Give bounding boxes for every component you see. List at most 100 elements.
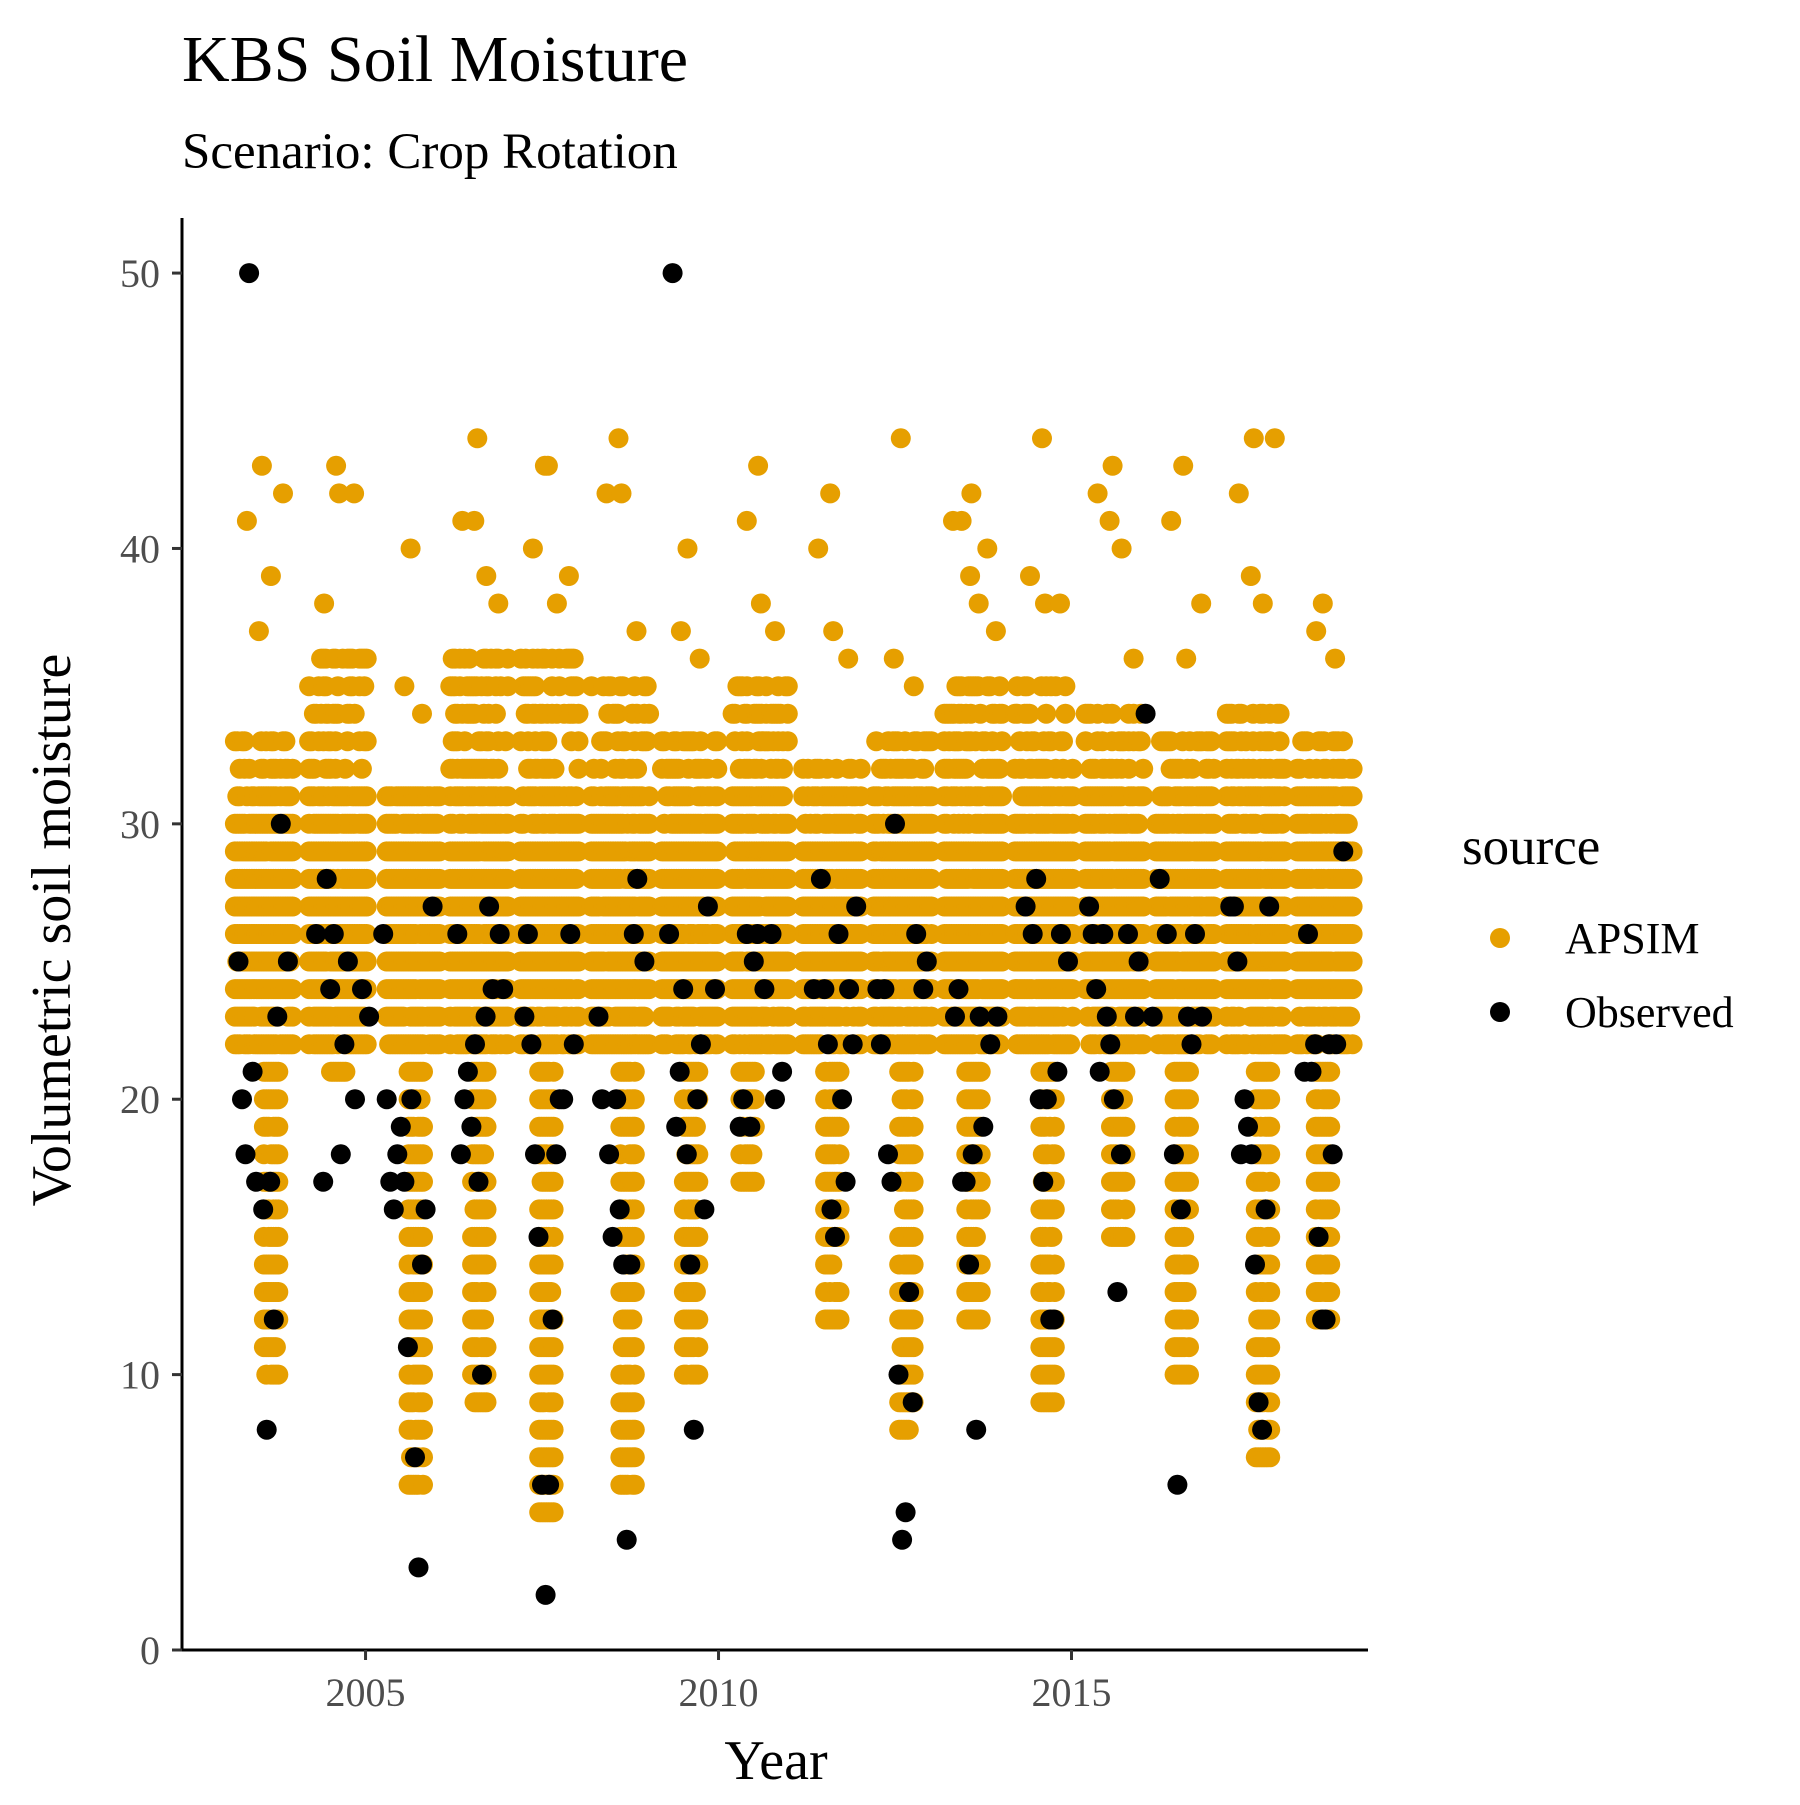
- apsim-point: [568, 703, 589, 724]
- apsim-point: [265, 1337, 286, 1358]
- apsim-point: [413, 1116, 433, 1137]
- apsim-point: [497, 676, 518, 697]
- apsim-point: [1161, 510, 1182, 531]
- apsim-point: [413, 1419, 433, 1440]
- apsim-point: [413, 1061, 433, 1082]
- apsim-point: [903, 1171, 924, 1192]
- apsim-point: [394, 676, 415, 697]
- apsim-point: [282, 868, 303, 889]
- apsim-point: [688, 1309, 709, 1330]
- apsim-point: [537, 731, 558, 752]
- chart-title: KBS Soil Moisture: [182, 23, 688, 96]
- apsim-point: [707, 868, 728, 889]
- apsim-point: [544, 758, 565, 779]
- apsim-point: [485, 703, 506, 724]
- apsim-point: [750, 593, 771, 614]
- apsim-point: [898, 1419, 919, 1440]
- apsim-point: [968, 593, 989, 614]
- apsim-point: [777, 703, 798, 724]
- apsim-point: [903, 1226, 924, 1247]
- apsim-point: [335, 758, 356, 779]
- apsim-point: [624, 1116, 645, 1137]
- apsim-point: [903, 1254, 924, 1275]
- apsim-point: [1123, 648, 1144, 669]
- apsim-point: [1053, 731, 1073, 752]
- apsim-point: [413, 1226, 433, 1247]
- apsim-point: [459, 648, 480, 669]
- apsim-point: [543, 1199, 564, 1220]
- apsim-point: [268, 1061, 289, 1082]
- apsim-point: [412, 703, 432, 724]
- apsim-point: [543, 1061, 564, 1082]
- apsim-point: [1044, 1364, 1065, 1385]
- apsim-point: [960, 566, 981, 586]
- apsim-point: [689, 648, 710, 669]
- apsim-point: [1036, 703, 1057, 724]
- apsim-point: [626, 621, 647, 642]
- apsim-point: [690, 731, 711, 752]
- apsim-point: [838, 648, 859, 669]
- apsim-point: [1044, 1392, 1065, 1413]
- apsim-point: [356, 841, 377, 862]
- apsim-point: [543, 1254, 564, 1275]
- apsim-point: [1115, 1061, 1136, 1082]
- apsim-point: [707, 731, 728, 752]
- apsim-point: [777, 731, 798, 752]
- apsim-point: [627, 758, 648, 779]
- apsim-point: [742, 1144, 763, 1165]
- apsim-point: [688, 1061, 709, 1082]
- apsim-point: [607, 703, 628, 724]
- apsim-point: [558, 566, 579, 586]
- apsim-point: [234, 731, 255, 752]
- apsim-point: [543, 1171, 564, 1192]
- apsim-point: [748, 455, 769, 476]
- apsim-point: [970, 1061, 991, 1082]
- apsim-point: [268, 1226, 289, 1247]
- apsim-point: [829, 1061, 850, 1082]
- apsim-point: [707, 813, 728, 834]
- apsim-point: [1044, 1254, 1065, 1275]
- chart-subtitle: Scenario: Crop Rotation: [182, 124, 678, 180]
- apsim-point: [820, 483, 841, 504]
- apsim-point: [476, 1392, 497, 1413]
- apsim-point: [903, 1089, 924, 1110]
- apsim-point: [1179, 1089, 1199, 1110]
- apsim-point: [356, 924, 377, 944]
- apsim-point: [736, 510, 757, 531]
- apsim-point: [1176, 1282, 1197, 1302]
- apsim-point: [1111, 538, 1132, 559]
- apsim-point: [624, 1337, 645, 1358]
- apsim-point: [1044, 1199, 1065, 1220]
- apsim-point: [823, 621, 844, 642]
- series-apsim: [224, 428, 1363, 1523]
- apsim-point: [1174, 1226, 1195, 1247]
- apsim-point: [566, 676, 587, 697]
- apsim-point: [883, 648, 904, 669]
- apsim-point: [476, 1061, 497, 1082]
- apsim-point: [624, 1419, 645, 1440]
- apsim-point: [566, 868, 587, 889]
- apsim-point: [1269, 731, 1290, 752]
- apsim-point: [329, 483, 350, 504]
- apsim-point: [707, 951, 728, 972]
- apsim-point: [1032, 428, 1052, 449]
- apsim-point: [268, 1144, 289, 1165]
- apsim-point: [236, 510, 257, 531]
- apsim-point: [488, 593, 509, 614]
- apsim-point: [639, 813, 660, 834]
- apsim-point: [1044, 1116, 1065, 1137]
- apsim-point: [476, 1337, 497, 1358]
- apsim-point: [314, 593, 335, 614]
- apsim-point: [543, 1226, 564, 1247]
- apsim-point: [543, 1502, 564, 1523]
- apsim-point: [829, 1116, 850, 1137]
- apsim-point: [497, 786, 518, 807]
- apsim-point: [541, 1282, 562, 1302]
- apsim-point: [1055, 703, 1076, 724]
- apsim-point: [356, 813, 377, 834]
- apsim-point: [525, 676, 546, 697]
- apsim-point: [1044, 1337, 1065, 1358]
- apsim-point: [903, 1337, 924, 1358]
- apsim-point: [1087, 483, 1108, 504]
